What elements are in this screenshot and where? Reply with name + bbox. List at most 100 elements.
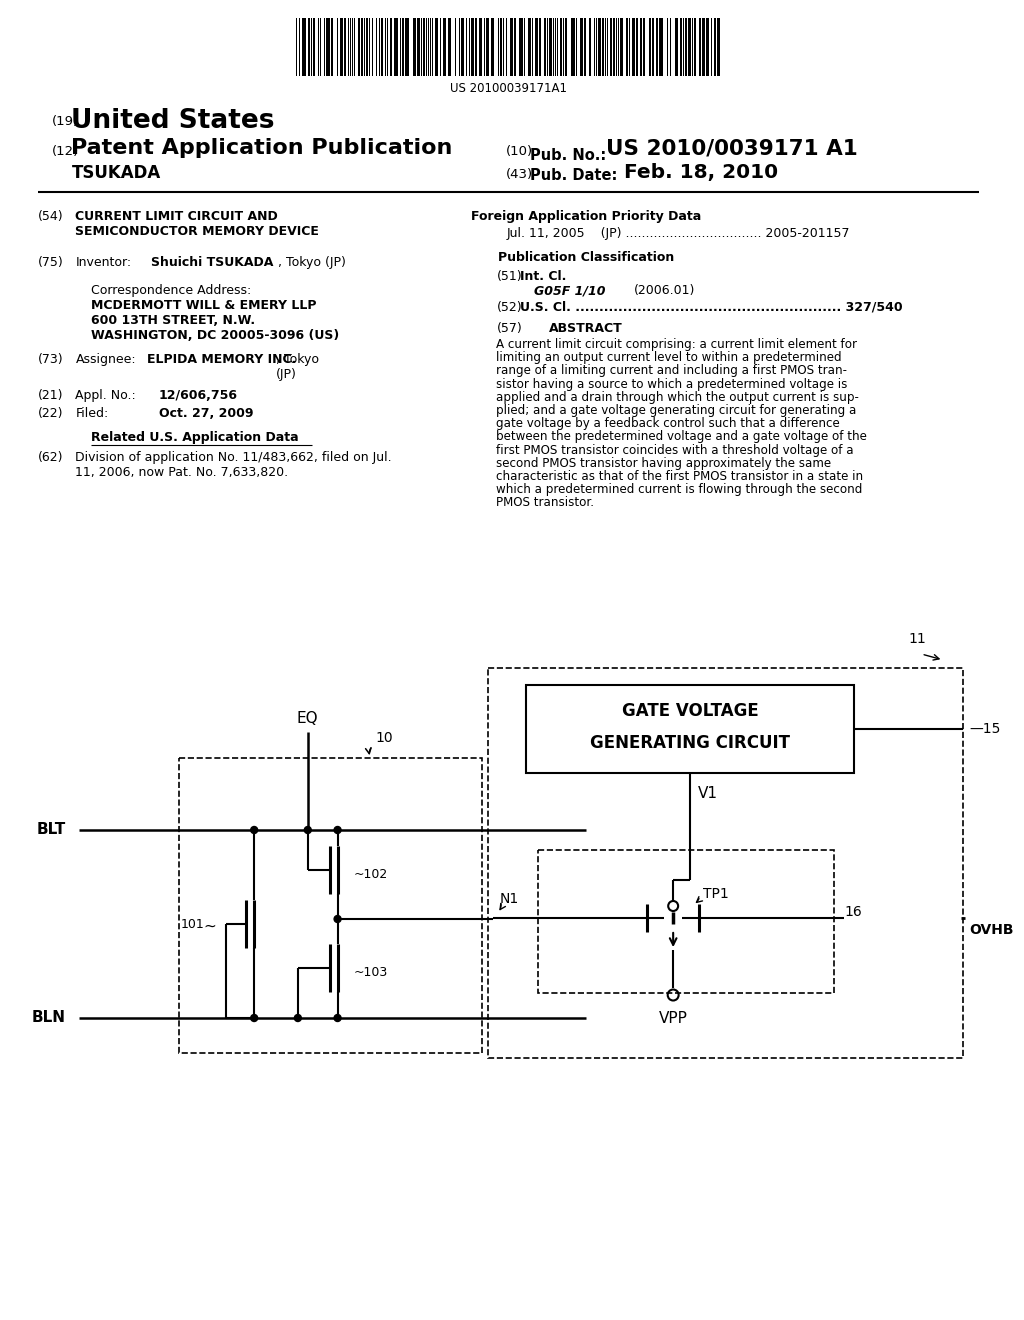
Circle shape	[251, 826, 258, 833]
Bar	[308, 18, 310, 77]
Bar	[406, 18, 409, 77]
Bar	[675, 18, 678, 77]
Bar	[417, 18, 420, 77]
Bar	[474, 18, 476, 77]
Bar	[602, 18, 604, 77]
Text: (54): (54)	[38, 210, 63, 223]
Bar	[702, 18, 705, 77]
Bar	[340, 18, 343, 77]
Text: 101: 101	[181, 917, 205, 931]
Bar	[478, 18, 481, 77]
Bar	[501, 18, 503, 77]
Bar	[680, 18, 682, 77]
Text: ~: ~	[204, 919, 216, 933]
Bar	[717, 18, 720, 77]
Text: (10): (10)	[506, 145, 534, 158]
Text: ~103: ~103	[353, 965, 388, 978]
Bar	[413, 18, 416, 77]
Bar	[526, 685, 854, 774]
Text: Related U.S. Application Data: Related U.S. Application Data	[91, 432, 299, 444]
Bar	[361, 18, 364, 77]
Text: 10: 10	[376, 731, 393, 744]
Text: (57): (57)	[497, 322, 522, 335]
Bar	[423, 18, 425, 77]
Bar	[649, 18, 651, 77]
Text: United States: United States	[72, 108, 275, 135]
Circle shape	[334, 916, 341, 923]
Bar	[519, 18, 523, 77]
Bar	[544, 18, 546, 77]
Bar	[560, 18, 562, 77]
Text: (51): (51)	[497, 271, 522, 282]
Text: ELPIDA MEMORY INC.: ELPIDA MEMORY INC.	[147, 352, 296, 366]
Text: TP1: TP1	[702, 887, 729, 902]
Text: (43): (43)	[506, 168, 534, 181]
Bar	[492, 18, 495, 77]
Text: which a predetermined current is flowing through the second: which a predetermined current is flowing…	[497, 483, 863, 496]
Text: Division of application No. 11/483,662, filed on Jul.
11, 2006, now Pat. No. 7,6: Division of application No. 11/483,662, …	[76, 451, 392, 479]
Text: OVHB: OVHB	[969, 923, 1014, 936]
Bar	[637, 18, 638, 77]
Text: , Tokyo
(JP): , Tokyo (JP)	[276, 352, 319, 381]
Text: limiting an output current level to within a predetermined: limiting an output current level to with…	[497, 351, 842, 364]
Bar	[358, 18, 360, 77]
Text: Shuichi TSUKADA: Shuichi TSUKADA	[151, 256, 273, 269]
Text: (73): (73)	[38, 352, 63, 366]
Text: EQ: EQ	[297, 711, 318, 726]
Bar	[312, 18, 314, 77]
Bar	[390, 18, 392, 77]
Bar	[326, 18, 330, 77]
Text: applied and a drain through which the output current is sup-: applied and a drain through which the ou…	[497, 391, 859, 404]
Text: Correspondence Address:: Correspondence Address:	[91, 284, 252, 297]
Text: Assignee:: Assignee:	[76, 352, 136, 366]
Bar	[656, 18, 658, 77]
Bar	[589, 18, 591, 77]
Text: first PMOS transistor coincides with a threshold voltage of a: first PMOS transistor coincides with a t…	[497, 444, 854, 457]
Text: MCDERMOTT WILL & EMERY LLP
600 13TH STREET, N.W.
WASHINGTON, DC 20005-3096 (US): MCDERMOTT WILL & EMERY LLP 600 13TH STRE…	[91, 300, 340, 342]
Bar	[488, 668, 964, 1059]
Bar	[367, 18, 369, 77]
Circle shape	[294, 1015, 301, 1022]
Text: second PMOS transistor having approximately the same: second PMOS transistor having approximat…	[497, 457, 831, 470]
Text: —15: —15	[969, 722, 1000, 737]
Bar	[694, 18, 696, 77]
Text: 11: 11	[908, 632, 927, 645]
Text: range of a limiting current and including a first PMOS tran-: range of a limiting current and includin…	[497, 364, 848, 378]
Text: (52): (52)	[497, 301, 522, 314]
Bar	[640, 18, 642, 77]
Bar	[343, 18, 345, 77]
Text: U.S. Cl. ........................................................ 327/540: U.S. Cl. ...............................…	[520, 301, 903, 314]
Bar	[514, 18, 516, 77]
Bar	[402, 18, 404, 77]
Bar	[659, 18, 664, 77]
Circle shape	[334, 1015, 341, 1022]
Bar	[620, 18, 623, 77]
Text: (2006.01): (2006.01)	[634, 284, 695, 297]
Bar	[643, 18, 645, 77]
Bar	[688, 18, 691, 77]
Text: BLT: BLT	[36, 822, 66, 837]
Bar	[565, 18, 567, 77]
Text: Filed:: Filed:	[76, 407, 109, 420]
Bar	[528, 18, 531, 77]
Bar	[706, 18, 709, 77]
Circle shape	[334, 826, 341, 833]
Text: US 2010/0039171 A1: US 2010/0039171 A1	[605, 139, 857, 158]
Text: (75): (75)	[38, 256, 63, 269]
Text: G05F 1/10: G05F 1/10	[535, 284, 605, 297]
Text: characteristic as that of the first PMOS transistor in a state in: characteristic as that of the first PMOS…	[497, 470, 863, 483]
Text: ~102: ~102	[353, 867, 388, 880]
Text: BLN: BLN	[32, 1011, 66, 1026]
Text: sistor having a source to which a predetermined voltage is: sistor having a source to which a predet…	[497, 378, 848, 391]
Bar	[612, 18, 614, 77]
Bar	[447, 18, 451, 77]
Text: GENERATING CIRCUIT: GENERATING CIRCUIT	[590, 734, 791, 752]
Bar	[584, 18, 586, 77]
Text: Appl. No.:: Appl. No.:	[76, 389, 136, 403]
Bar	[609, 18, 611, 77]
Text: N1: N1	[500, 892, 519, 906]
Text: Foreign Application Priority Data: Foreign Application Priority Data	[471, 210, 700, 223]
Text: gate voltage by a feedback control such that a difference: gate voltage by a feedback control such …	[497, 417, 840, 430]
Text: (19): (19)	[51, 115, 79, 128]
Text: , Tokyo (JP): , Tokyo (JP)	[278, 256, 346, 269]
